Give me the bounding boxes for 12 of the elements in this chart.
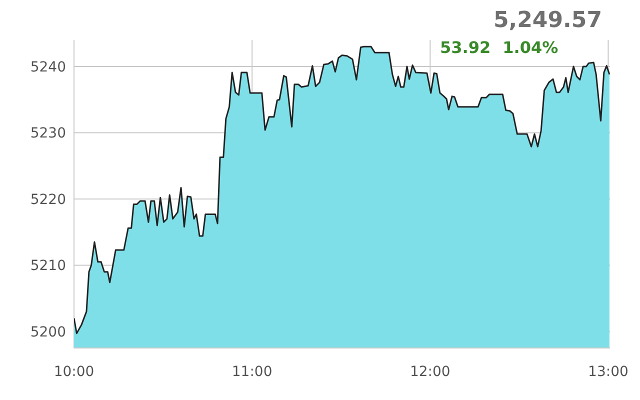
- y-tick-label: 5210: [30, 258, 66, 274]
- x-tick-label: 13:00: [588, 364, 628, 380]
- y-tick-label: 5200: [30, 324, 66, 340]
- annotation: 53.92: [440, 38, 491, 57]
- text: 5,249.57: [493, 8, 602, 33]
- y-tick-label: 5240: [30, 59, 66, 76]
- x-tick-label: 12:00: [410, 364, 450, 380]
- annotation: 1.04%: [502, 38, 558, 57]
- x-tick-label: 10:00: [54, 364, 94, 380]
- x-tick-label: 11:00: [232, 364, 272, 380]
- y-tick-label: 5230: [30, 126, 66, 142]
- y-tick-label: 5220: [30, 192, 66, 208]
